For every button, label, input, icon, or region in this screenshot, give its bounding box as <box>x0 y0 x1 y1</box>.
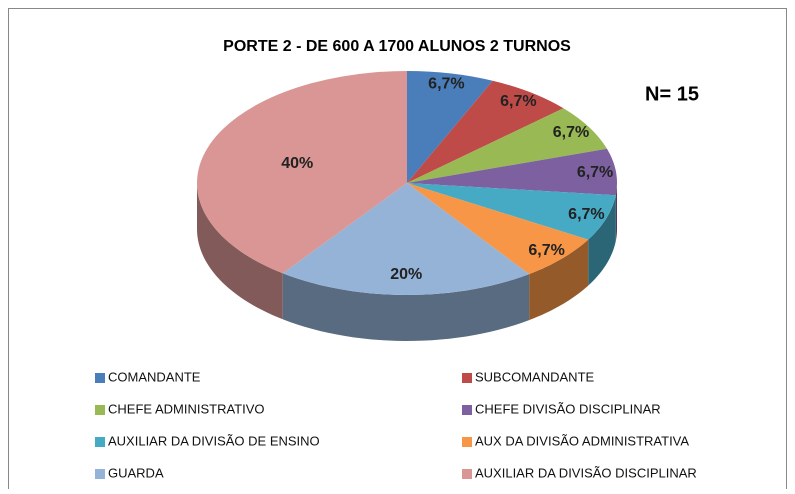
legend-label: AUXILIAR DA DIVISÃO DISCIPLINAR <box>475 465 697 480</box>
legend-swatch <box>462 405 472 415</box>
pie-side <box>529 239 589 321</box>
legend-label: CHEFE ADMINISTRATIVO <box>108 401 265 416</box>
legend-label: AUX DA DIVISÃO ADMINISTRATIVA <box>475 433 689 448</box>
pie-side <box>588 195 616 286</box>
legend-label: GUARDA <box>108 465 164 480</box>
data-label: 20% <box>390 266 422 283</box>
pie-slice <box>407 183 589 275</box>
pie-side <box>615 183 617 242</box>
data-label: 6,7% <box>500 93 536 110</box>
legend-swatch <box>95 405 105 415</box>
data-label: 6,7% <box>553 124 589 141</box>
legend-label: COMANDANTE <box>108 369 201 384</box>
pie-slice <box>282 183 530 295</box>
legend-swatch <box>95 469 105 479</box>
pie-slice <box>407 80 564 183</box>
legend-swatch <box>462 469 472 479</box>
legend-label: AUXILIAR DA DIVISÃO DE ENSINO <box>108 433 320 448</box>
pie-slice <box>407 148 617 196</box>
legend-swatch <box>462 373 472 383</box>
data-label: 6,7% <box>577 164 613 181</box>
chart-title: PORTE 2 - DE 600 A 1700 ALUNOS 2 TURNOS <box>223 38 571 55</box>
data-label: 6,7% <box>528 242 564 259</box>
pie-side <box>197 183 283 320</box>
legend-swatch <box>462 437 472 447</box>
data-label: 6,7% <box>428 76 464 93</box>
annotation: N= 15 <box>645 83 699 105</box>
pie-slice <box>407 108 607 183</box>
pie-side <box>282 273 530 341</box>
data-label: 6,7% <box>568 206 604 223</box>
legend-label: CHEFE DIVISÃO DISCIPLINAR <box>475 401 661 416</box>
data-label: 40% <box>281 155 313 172</box>
legend-label: SUBCOMANDANTE <box>475 369 595 384</box>
legend-swatch <box>95 437 105 447</box>
pie-slice <box>197 71 407 274</box>
pie-slice <box>407 71 493 183</box>
pie-slice <box>407 183 616 240</box>
legend-swatch <box>95 373 105 383</box>
